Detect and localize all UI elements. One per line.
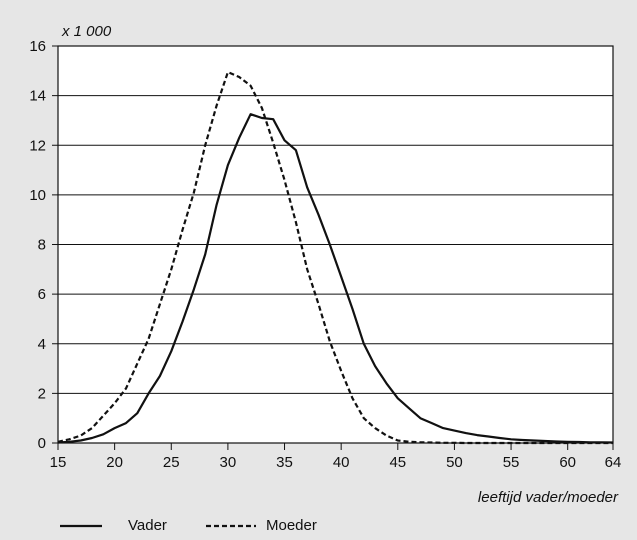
x-tick-label-60: 60	[559, 454, 576, 471]
y-tick-label-10: 10	[29, 187, 46, 204]
x-tick-label-35: 35	[276, 454, 293, 471]
y-tick-label-6: 6	[38, 286, 46, 303]
gridlines	[58, 95, 613, 394]
y-tick-label-2: 2	[38, 385, 46, 402]
y-tick-label-16: 16	[29, 38, 46, 55]
x-tick-label-45: 45	[389, 454, 406, 471]
series-lines	[57, 70, 614, 445]
x-axis-label: leeftijd vader/moeder	[478, 489, 619, 506]
axis-ticks: 0 2 4 6 8 10 12 14 16 15 20 25 30 35 40 45 50 55 60 64	[29, 38, 621, 471]
x-tick-label-25: 25	[163, 454, 180, 471]
legend-label-moeder: Moeder	[266, 517, 317, 534]
y-tick-label-14: 14	[29, 88, 46, 105]
y-axis-unit-label: x 1 000	[61, 23, 112, 40]
y-tick-label-4: 4	[38, 336, 46, 353]
series-line-vader	[57, 113, 614, 444]
x-tick-label-30: 30	[220, 454, 237, 471]
legend-label-vader: Vader	[128, 517, 167, 534]
x-tick-label-50: 50	[446, 454, 463, 471]
legend: Vader Moeder	[60, 517, 317, 534]
y-tick-label-8: 8	[38, 237, 46, 254]
y-tick-label-0: 0	[38, 435, 46, 452]
y-tick-label-12: 12	[29, 137, 46, 154]
x-tick-label-55: 55	[503, 454, 520, 471]
series-line-moeder	[57, 70, 613, 445]
x-tick-label-64: 64	[605, 454, 622, 471]
x-tick-label-40: 40	[333, 454, 350, 471]
x-tick-label-20: 20	[106, 454, 123, 471]
x-tick-label-15: 15	[50, 454, 67, 471]
